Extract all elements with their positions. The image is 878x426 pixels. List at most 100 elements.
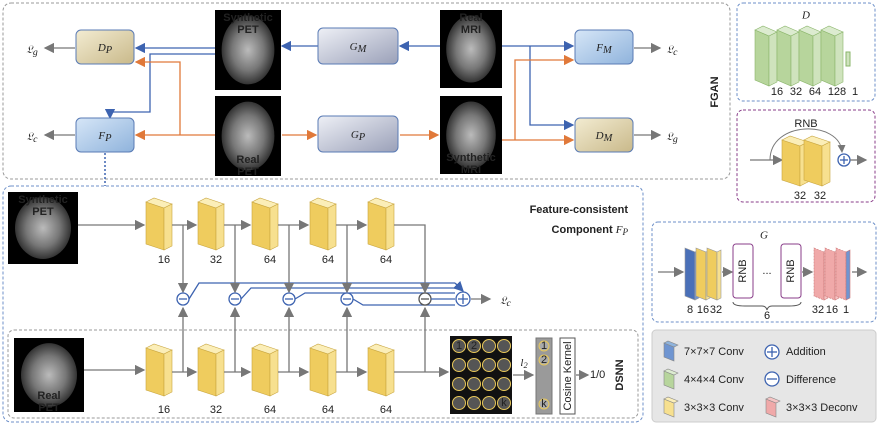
grid-cell [468,378,481,391]
layer [386,350,394,396]
channel-label: 1 [843,304,849,316]
image-label-line: PET [32,206,54,218]
channel-label: 16 [826,304,838,316]
layer [216,204,224,250]
component-title: Component FP [552,224,629,238]
image-label: Real PETRealPET [236,154,259,178]
grid-cell [483,359,496,372]
loss-subscript: g [673,134,678,145]
output-label: 1/0 [590,369,605,381]
layer [717,250,721,300]
norm-label: l2 [520,357,527,370]
layer [198,202,216,250]
loss-subscript: c [673,47,678,58]
kernel-label: Cosine Kernel [562,341,574,410]
layer [198,348,216,396]
layer [813,32,821,86]
layer [252,202,270,250]
grid-cell [483,397,496,410]
loss-subscript: c [33,134,38,145]
layer [216,350,224,396]
rnb-label: RNB [785,259,797,282]
layer [755,30,769,86]
channel-label: 32 [812,304,824,316]
loss: 𝔏c [500,295,512,310]
grid-cell [483,340,496,353]
grid-cell [483,378,496,391]
layer [368,348,386,396]
layer [252,348,270,396]
loss: 𝔏g [666,131,678,146]
channel-label: 32 [794,190,806,202]
grid-label: 1 [456,340,462,352]
repeat-label: 6 [764,310,770,322]
channel-label: 8 [687,304,693,316]
legend-label: 3×3×3 Deconv [786,402,858,414]
arrow [455,283,463,291]
layer [825,248,835,300]
layer [164,350,172,396]
channel-label: 32 [814,190,826,202]
layer [696,248,706,300]
channel-label: 32 [210,404,222,416]
loss-subscript: g [33,47,38,58]
channel-label: 64 [264,254,276,266]
layer [791,32,799,86]
layer [368,202,386,250]
block-label-symbol: D [97,42,106,54]
page: { "fgan": { "title": "FGAN", "images": {… [0,0,878,426]
layer [821,30,835,86]
channel-label: 16 [697,304,709,316]
g-title: G [760,230,768,242]
fgan-title: FGAN [709,76,721,107]
layer [846,52,850,66]
channel-label: 1 [852,86,858,98]
image-label-line: Synthetic [18,194,68,206]
layer [270,204,278,250]
ellipsis: ... [762,265,771,277]
block-label-subscript: M [603,133,614,144]
component-title-subscript: P [621,227,628,237]
block-label-subscript: P [358,132,366,143]
component-title: Feature-consistent [530,204,629,216]
channel-label: 128 [828,86,846,98]
channel-label: 64 [809,86,821,98]
grid-cell [453,378,466,391]
channel-label: 64 [380,404,392,416]
layer [804,140,822,186]
block-label-symbol: D [595,130,604,142]
layer [782,140,800,186]
layer [328,204,336,250]
layer [814,248,824,300]
layer [836,248,846,300]
component-title-text: Component [552,224,613,236]
layer [685,248,695,300]
legend-label: 4×4×4 Conv [684,374,744,386]
legend-label: 7×7×7 Conv [684,346,744,358]
sum-link [353,299,455,305]
image-label: Real MRIRealMRI [459,12,482,36]
layer [846,250,850,300]
norm-label-subscript: 2 [523,361,527,370]
layer [270,350,278,396]
layer [328,350,336,396]
loss: 𝔏g [26,44,38,59]
grid-cell [498,359,511,372]
image-label-line: MRI [461,24,481,36]
image-label-line: PET [237,166,259,178]
grid-cell [453,397,466,410]
arrow [530,46,573,125]
layer [146,202,164,250]
layer [164,204,172,250]
layer [310,348,328,396]
grid-cell [453,359,466,372]
block-label-symbol: G [351,129,359,141]
layer [769,32,777,86]
vector-label: 1 [541,340,547,352]
channel-label: 32 [710,304,722,316]
channel-label: 16 [771,86,783,98]
vector-label: k [541,398,547,410]
d-title: D [801,10,810,22]
layer [799,30,813,86]
image-label-line: Real [37,390,60,402]
